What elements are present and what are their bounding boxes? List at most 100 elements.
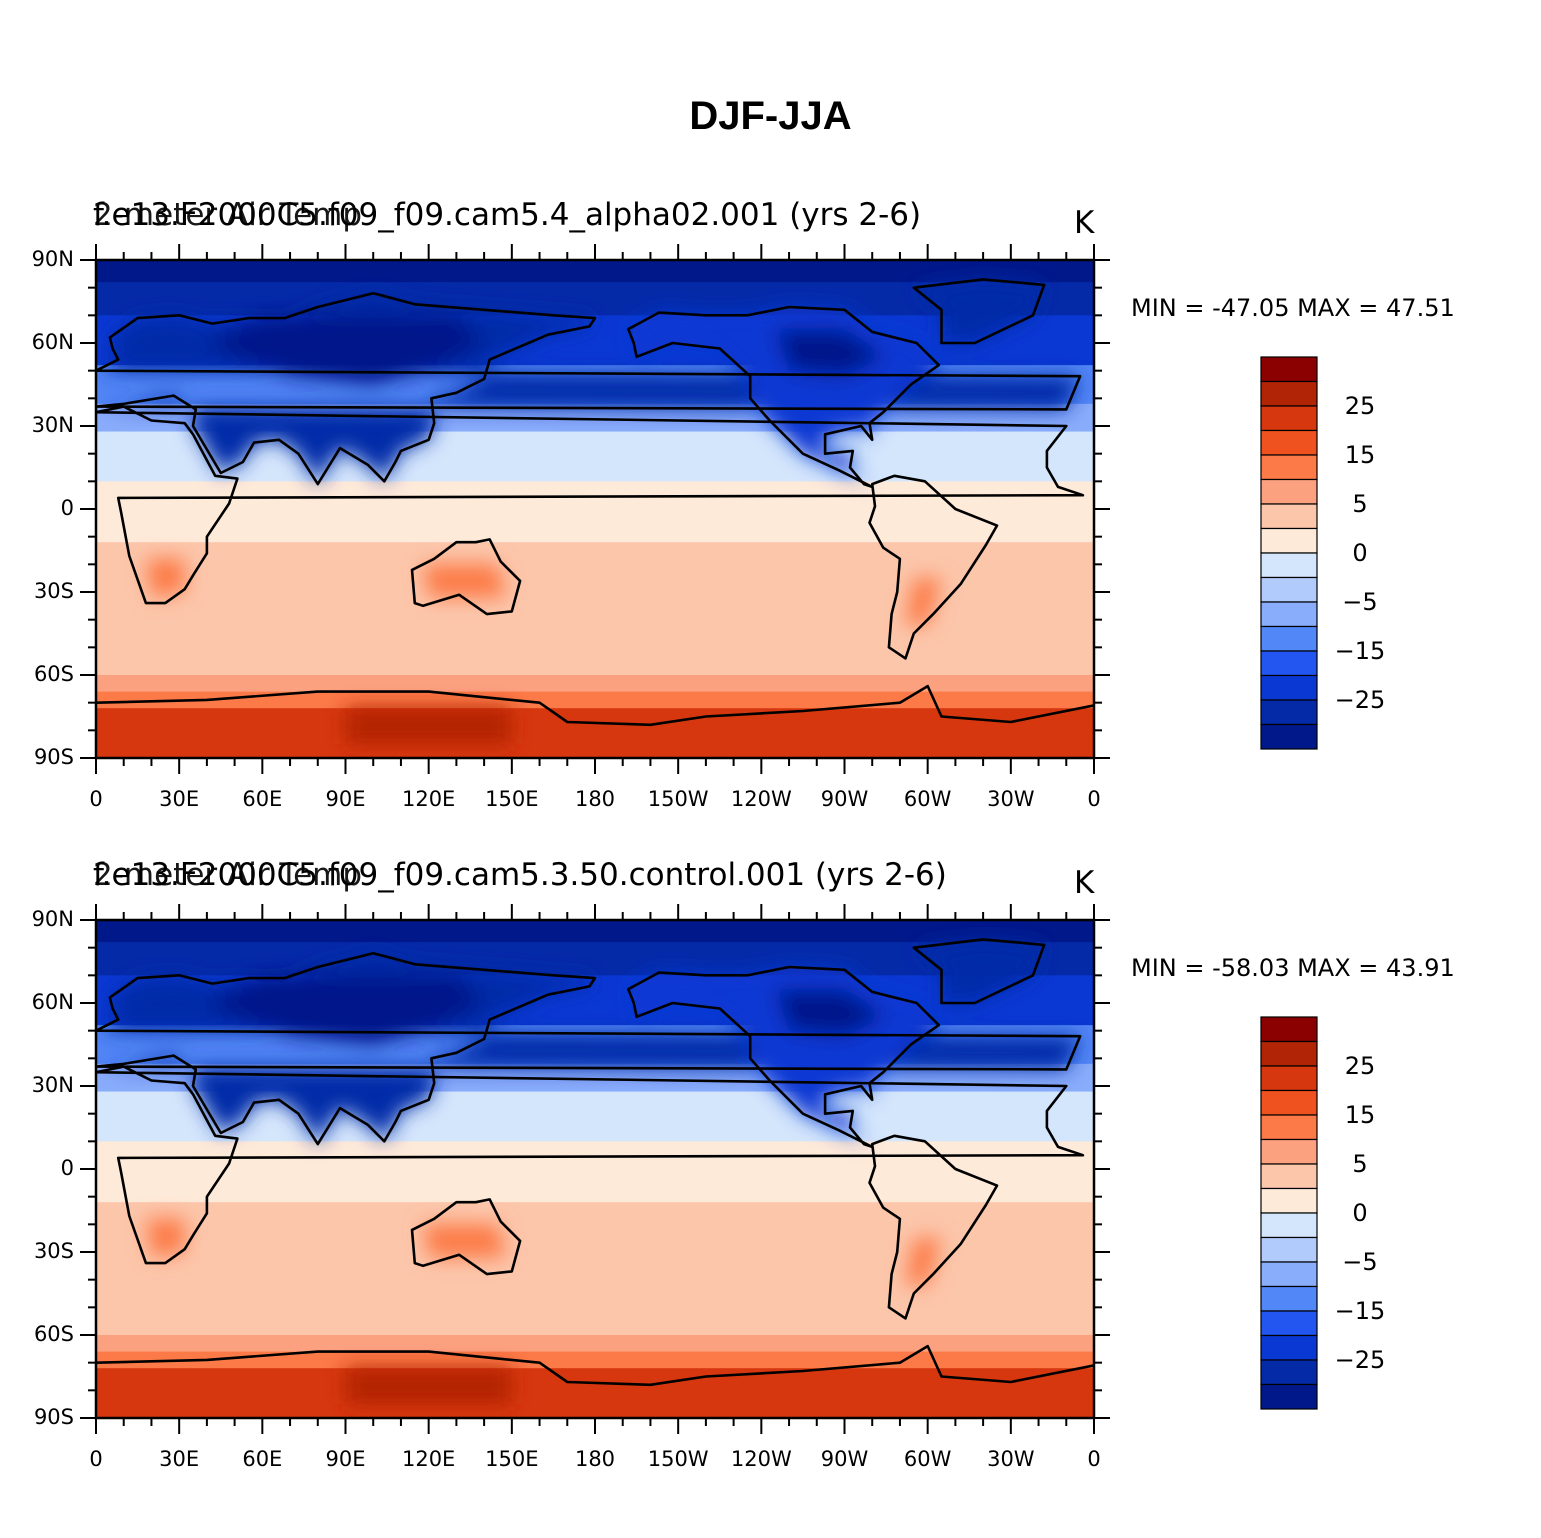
lon-tick-label: 0: [89, 787, 103, 811]
lat-tick-label: 60N: [31, 330, 74, 354]
colorbar-swatch: [1260, 552, 1318, 579]
lat-tick-label: 30N: [31, 1073, 74, 1097]
colorbar-label: 0: [1352, 1199, 1368, 1227]
colorbar-swatch: [1260, 1163, 1318, 1190]
units-label: K: [1074, 205, 1095, 241]
lon-tick-label: 180: [574, 787, 616, 811]
lon-tick-label: 60E: [242, 787, 283, 811]
lon-tick-label: 0: [1087, 787, 1101, 811]
colorbar-swatch: [1260, 1065, 1318, 1092]
colorbar-label: 5: [1352, 490, 1368, 518]
lon-tick-label: 150E: [485, 1447, 539, 1471]
colorbar-swatch: [1260, 478, 1318, 505]
colorbar-swatch: [1260, 601, 1318, 628]
colorbar-label: −5: [1342, 1248, 1378, 1276]
colorbar-swatch: [1260, 1114, 1318, 1141]
colorbar-swatch: [1260, 576, 1318, 603]
colorbar: [1260, 356, 1318, 750]
temperature-field: [96, 260, 1094, 758]
colorbar-swatch: [1260, 1040, 1318, 1067]
map-panel-top: 2-meter Air Temp f.e13.F2000C5.f09_f09.c…: [0, 195, 1541, 835]
colorbar-swatch: [1260, 1383, 1318, 1410]
colorbar-label: 15: [1344, 1101, 1376, 1129]
temperature-field: [96, 920, 1094, 1418]
lon-tick-label: 0: [1087, 1447, 1101, 1471]
colorbar: [1260, 1016, 1318, 1410]
lon-tick-label: 30W: [987, 787, 1035, 811]
colorbar-swatch: [1260, 1261, 1318, 1288]
lon-tick-label: 30E: [159, 1447, 200, 1471]
colorbar-swatch: [1260, 356, 1318, 383]
lat-tick-label: 90S: [33, 1405, 74, 1429]
colorbar-label: −25: [1334, 686, 1386, 714]
colorbar-label: −15: [1334, 637, 1386, 665]
units-label: K: [1074, 865, 1095, 901]
colorbar-swatch: [1260, 503, 1318, 530]
map-plot-top: [80, 244, 1318, 774]
colorbar-swatch: [1260, 1334, 1318, 1361]
lon-tick-label: 120E: [401, 1447, 456, 1471]
lat-tick-label: 0: [60, 1156, 74, 1180]
colorbar-swatch: [1260, 380, 1318, 407]
colorbar-swatch: [1260, 454, 1318, 481]
variable-title: 2-meter Air Temp: [93, 197, 363, 233]
colorbar-label: −5: [1342, 588, 1378, 616]
colorbar-swatch: [1260, 1285, 1318, 1312]
colorbar-label: −25: [1334, 1346, 1386, 1374]
lat-tick-label: 60N: [31, 990, 74, 1014]
colorbar-swatch: [1260, 625, 1318, 652]
colorbar-label: 15: [1344, 441, 1376, 469]
colorbar-swatch: [1260, 1212, 1318, 1239]
lon-tick-label: 180: [574, 1447, 616, 1471]
lon-tick-label: 150W: [647, 787, 709, 811]
colorbar-label: −15: [1334, 1297, 1386, 1325]
colorbar-label: 0: [1352, 539, 1368, 567]
lon-tick-label: 30E: [159, 787, 200, 811]
lon-tick-label: 120W: [730, 1447, 792, 1471]
case-title: f.e13.F2000C5.f09_f09.cam5.3.50.control.…: [93, 857, 947, 893]
map-plot-bottom: [80, 904, 1318, 1434]
map-panel-bottom: 2-meter Air Temp f.e13.F2000C5.f09_f09.c…: [0, 855, 1541, 1495]
lat-tick-label: 30S: [33, 1239, 74, 1263]
coastline: [96, 938, 1094, 1387]
colorbar-swatch: [1260, 723, 1318, 750]
lat-tick-label: 30S: [33, 579, 74, 603]
lon-tick-label: 150W: [647, 1447, 709, 1471]
min-max-label: MIN = -47.05 MAX = 47.51: [1131, 294, 1455, 322]
colorbar-swatch: [1260, 429, 1318, 456]
lon-tick-label: 0: [89, 1447, 103, 1471]
colorbar-swatch: [1260, 1089, 1318, 1116]
lon-tick-label: 90W: [820, 787, 869, 811]
lon-tick-label: 60E: [242, 1447, 283, 1471]
lon-tick-label: 30W: [987, 1447, 1035, 1471]
colorbar-swatch: [1260, 1359, 1318, 1386]
lon-tick-label: 60W: [903, 1447, 952, 1471]
colorbar-label: 25: [1344, 392, 1376, 420]
lon-tick-label: 120W: [730, 787, 792, 811]
colorbar-swatch: [1260, 527, 1318, 554]
lat-tick-label: 90N: [31, 247, 74, 271]
lon-tick-label: 60W: [903, 787, 952, 811]
lat-tick-label: 90S: [33, 745, 74, 769]
colorbar-label: 5: [1352, 1150, 1368, 1178]
page-title: DJF-JJA: [689, 94, 852, 138]
lon-tick-label: 150E: [485, 787, 539, 811]
variable-title: 2-meter Air Temp: [93, 857, 363, 893]
lon-tick-label: 120E: [401, 787, 456, 811]
colorbar-swatch: [1260, 650, 1318, 677]
colorbar-swatch: [1260, 674, 1318, 701]
coastline: [96, 278, 1094, 727]
lat-tick-label: 60S: [33, 662, 74, 686]
lon-tick-label: 90E: [325, 1447, 366, 1471]
colorbar-swatch: [1260, 1138, 1318, 1165]
min-max-label: MIN = -58.03 MAX = 43.91: [1131, 954, 1455, 982]
lon-tick-label: 90E: [325, 787, 366, 811]
colorbar-swatch: [1260, 405, 1318, 432]
colorbar-swatch: [1260, 1310, 1318, 1337]
colorbar-swatch: [1260, 1016, 1318, 1043]
lat-tick-label: 0: [60, 496, 74, 520]
colorbar-swatch: [1260, 1236, 1318, 1263]
case-title: f.e13.F2000C5.f09_f09.cam5.4_alpha02.001…: [93, 197, 922, 233]
lat-tick-label: 30N: [31, 413, 74, 437]
colorbar-swatch: [1260, 699, 1318, 726]
